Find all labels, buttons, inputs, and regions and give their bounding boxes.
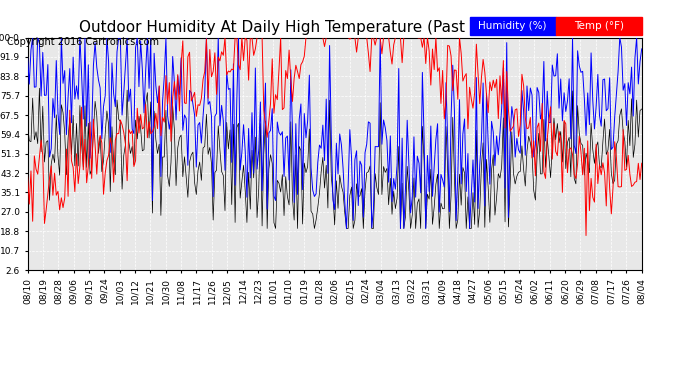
Text: Humidity (%): Humidity (%) bbox=[478, 21, 547, 31]
Title: Outdoor Humidity At Daily High Temperature (Past Year) 20160810: Outdoor Humidity At Daily High Temperatu… bbox=[79, 20, 590, 35]
Text: Copyright 2016 Cartronics.com: Copyright 2016 Cartronics.com bbox=[7, 37, 159, 47]
Text: Temp (°F): Temp (°F) bbox=[573, 21, 624, 31]
Bar bbox=[470, 16, 555, 35]
Bar bbox=[555, 16, 642, 35]
